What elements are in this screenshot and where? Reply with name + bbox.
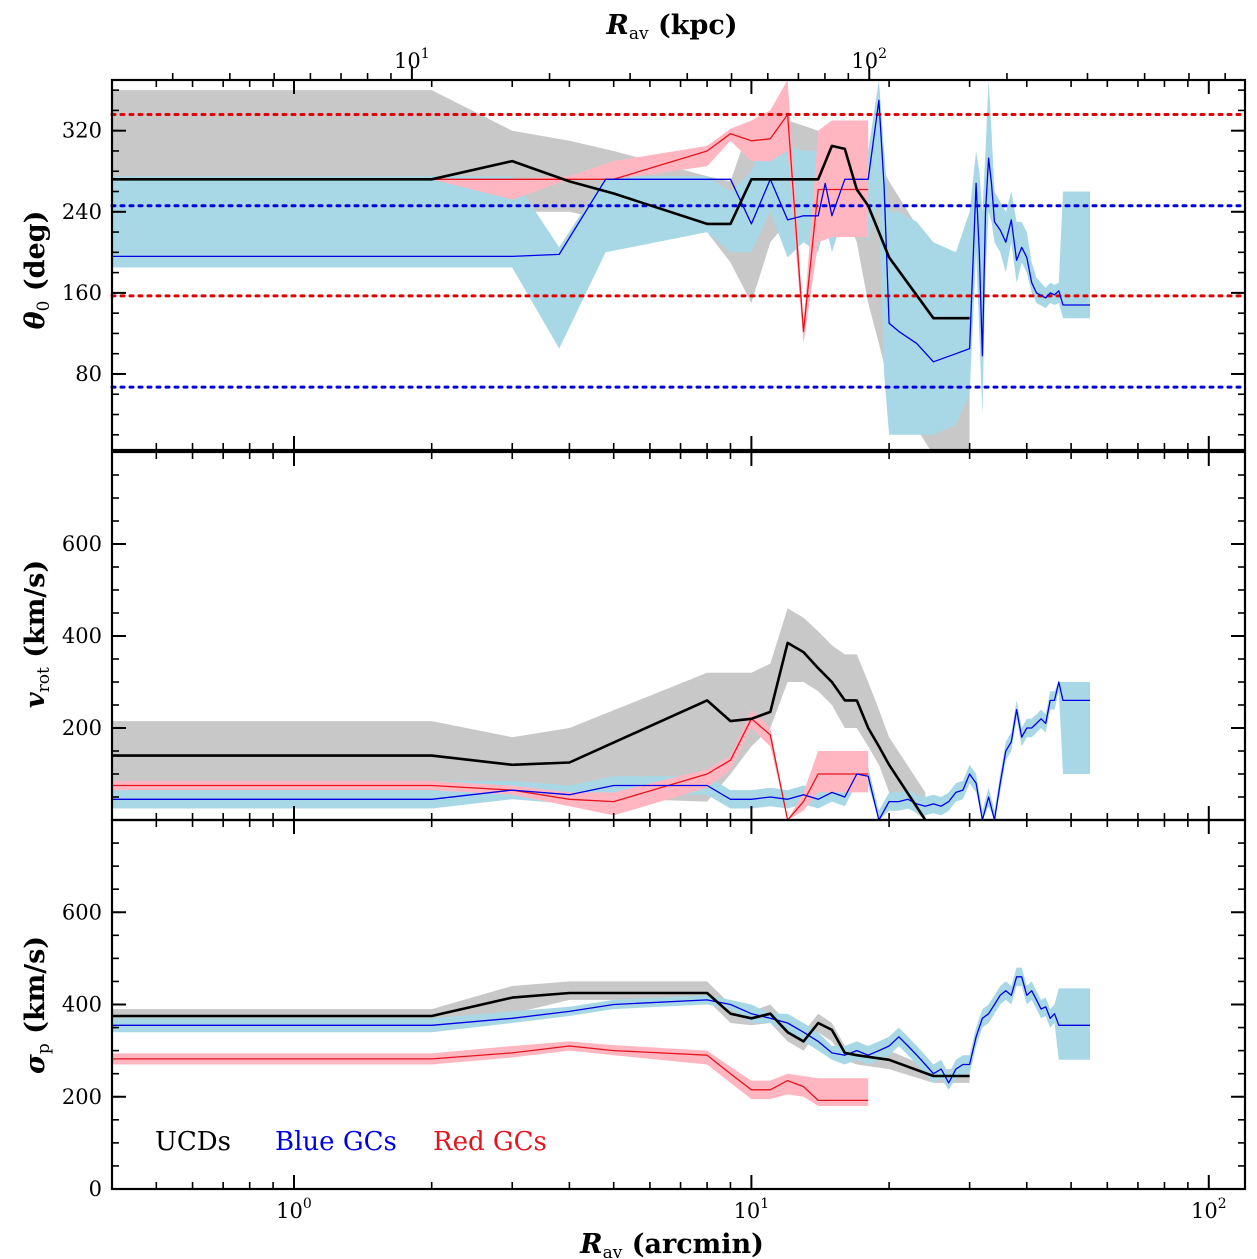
lines-theta bbox=[112, 99, 1090, 363]
ticks-layer: 80 160 240 320 200 400 600 0 200 400 600 bbox=[62, 66, 1245, 1201]
top-xtick-label: 101 bbox=[394, 46, 430, 73]
sigma-blue-band bbox=[112, 967, 1090, 1090]
sigma-ytick-label: 600 bbox=[62, 900, 102, 924]
vrot-ytick-label: 400 bbox=[62, 624, 102, 648]
labels-layer: Rav (kpc) Rav (arcmin) θ0 (deg) vrot (km… bbox=[20, 10, 1227, 1259]
legend-red-gcs: Red GCs bbox=[433, 1127, 547, 1157]
legend: UCDs Blue GCs Red GCs bbox=[155, 1127, 547, 1157]
sigma-ytick-label: 0 bbox=[89, 1177, 102, 1201]
theta-frame bbox=[110, 78, 1247, 452]
legend-ucds: UCDs bbox=[155, 1127, 231, 1157]
bottom-xtick-label: 100 bbox=[276, 1196, 312, 1223]
bottom-xtick-label: 101 bbox=[734, 1196, 770, 1223]
bands-theta bbox=[112, 80, 1090, 450]
theta-ylabel: θ0 (deg) bbox=[20, 211, 54, 330]
sigma-red-band bbox=[112, 1041, 869, 1106]
sigma-red-line bbox=[112, 1045, 869, 1102]
lines-sigma bbox=[112, 976, 1090, 1102]
sigma-ytick-label: 400 bbox=[62, 993, 102, 1017]
vrot-ucd-line bbox=[112, 641, 927, 820]
bands-layer bbox=[112, 80, 1090, 1106]
vrot-ytick-label: 600 bbox=[62, 532, 102, 556]
sigma-ytick-label: 200 bbox=[62, 1085, 102, 1109]
lines-layer bbox=[112, 99, 1090, 1102]
theta-ytick-label: 160 bbox=[62, 281, 102, 305]
bottom-xtick-label: 102 bbox=[1191, 1196, 1227, 1223]
sigma-ylabel: σp (km/s) bbox=[20, 936, 54, 1074]
theta-ucd-line bbox=[112, 144, 970, 320]
reference-lines-layer bbox=[110, 112, 1247, 389]
bands-sigma bbox=[112, 967, 1090, 1106]
lines-vrot bbox=[112, 641, 1090, 820]
theta-ytick-label: 240 bbox=[62, 200, 102, 224]
theta-blue-line bbox=[112, 99, 1090, 363]
sigma-ucd-line bbox=[112, 991, 970, 1078]
vrot-ylabel: vrot (km/s) bbox=[20, 560, 54, 708]
vrot-red-line bbox=[112, 718, 869, 820]
vrot-blue-line bbox=[112, 681, 1090, 820]
top-xtick-label: 102 bbox=[851, 46, 887, 73]
vrot-ytick-label: 200 bbox=[62, 716, 102, 740]
vrot-red-band bbox=[112, 709, 869, 820]
bottom-axis-label: Rav (arcmin) bbox=[579, 1229, 764, 1259]
theta-ytick-label: 80 bbox=[75, 362, 102, 386]
legend-blue-gcs: Blue GCs bbox=[275, 1127, 397, 1157]
top-axis-label: Rav (kpc) bbox=[605, 10, 737, 44]
theta-ytick-label: 320 bbox=[62, 119, 102, 143]
theta-red-line bbox=[112, 113, 869, 333]
